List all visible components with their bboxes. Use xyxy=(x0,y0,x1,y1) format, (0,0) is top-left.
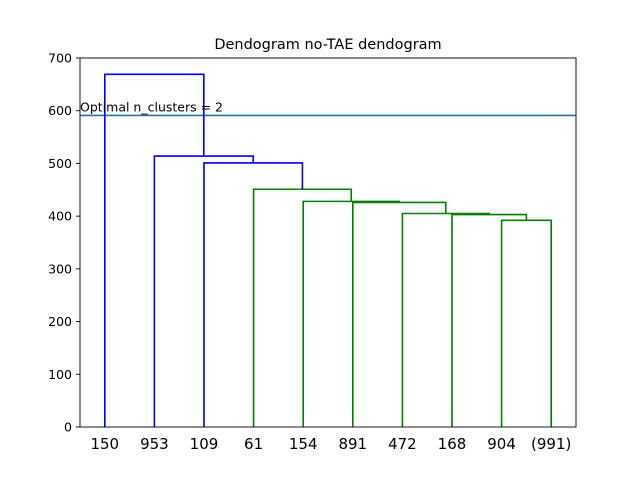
leaf-label: 154 xyxy=(289,435,318,453)
leaf-label: 61 xyxy=(244,435,263,453)
dendrogram-link-8 xyxy=(153,155,255,427)
threshold-annotation: Optimal n_clusters = 2 xyxy=(80,99,223,114)
leaf-label: 953 xyxy=(140,435,169,453)
y-tick-label: 100 xyxy=(48,367,72,382)
plot-area: 0 100 200 300 400 500 600 700 150 953 109 61 154 891 4… xyxy=(48,51,577,453)
y-tick-label: 300 xyxy=(48,261,72,276)
leaf-label: 891 xyxy=(338,435,367,453)
axes-frame xyxy=(79,57,577,428)
leaf-label: (991) xyxy=(531,435,571,453)
y-tick-label: 500 xyxy=(48,156,72,171)
leaf-label: 150 xyxy=(90,435,119,453)
leaf-label: 168 xyxy=(438,435,467,453)
dendrogram-link-9 xyxy=(104,73,205,427)
leaf-label: 109 xyxy=(190,435,219,453)
y-tick-label: 0 xyxy=(64,420,72,435)
y-tick-label: 700 xyxy=(48,51,72,66)
chart-title: Dendogram no-TAE dendogram xyxy=(214,37,441,53)
y-tick-label: 600 xyxy=(48,103,72,118)
dendrogram-link-5 xyxy=(302,200,401,427)
y-tick-label: 400 xyxy=(48,209,72,224)
dendrogram-link-6 xyxy=(252,188,353,427)
y-tick-label: 200 xyxy=(48,314,72,329)
leaf-label: 472 xyxy=(388,435,417,453)
leaf-label: 904 xyxy=(487,435,516,453)
